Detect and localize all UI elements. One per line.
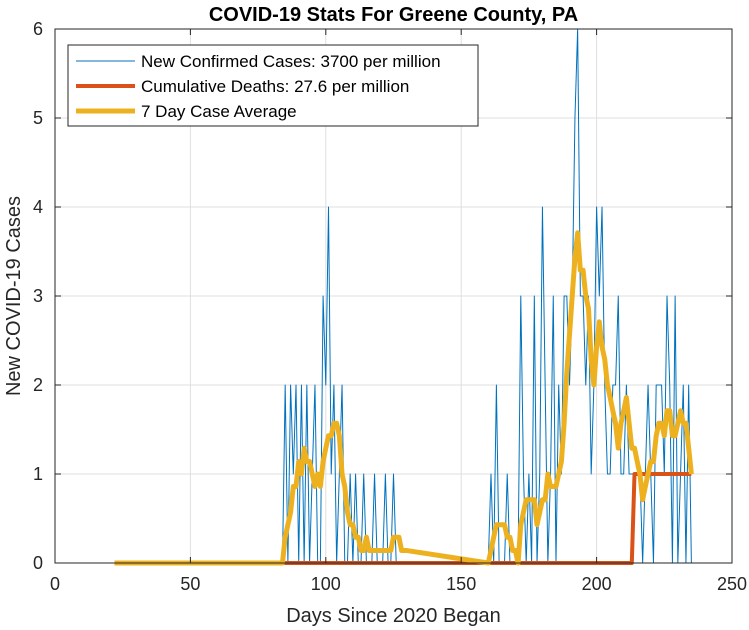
x-axis-label: Days Since 2020 Began — [286, 605, 501, 627]
x-tick-label: 250 — [717, 574, 747, 594]
y-tick-label: 3 — [33, 286, 43, 306]
axis-ticks: 0 50 100 150 200 250 0 1 2 3 4 5 6 — [33, 19, 747, 594]
chart-title: COVID-19 Stats For Greene County, PA — [209, 4, 578, 26]
legend-entry-cumulative-deaths: Cumulative Deaths: 27.6 per million — [141, 77, 409, 96]
y-tick-label: 6 — [33, 19, 43, 39]
legend-entry-new-cases: New Confirmed Cases: 3700 per million — [141, 52, 441, 71]
y-axis-label: New COVID-19 Cases — [3, 196, 25, 396]
legend-entry-7-day-average: 7 Day Case Average — [141, 102, 297, 121]
y-tick-label: 5 — [33, 108, 43, 128]
x-tick-label: 100 — [311, 574, 341, 594]
y-tick-label: 4 — [33, 197, 43, 217]
y-tick-label: 0 — [33, 553, 43, 573]
y-tick-label: 2 — [33, 375, 43, 395]
y-tick-label: 1 — [33, 464, 43, 484]
legend-box — [67, 44, 479, 127]
x-tick-label: 150 — [446, 574, 476, 594]
series-line-7-day-average — [114, 230, 694, 566]
x-tick-label: 200 — [582, 574, 612, 594]
legend: New Confirmed Cases: 3700 per million Cu… — [67, 44, 479, 127]
x-tick-label: 50 — [180, 574, 200, 594]
x-tick-label: 0 — [50, 574, 60, 594]
